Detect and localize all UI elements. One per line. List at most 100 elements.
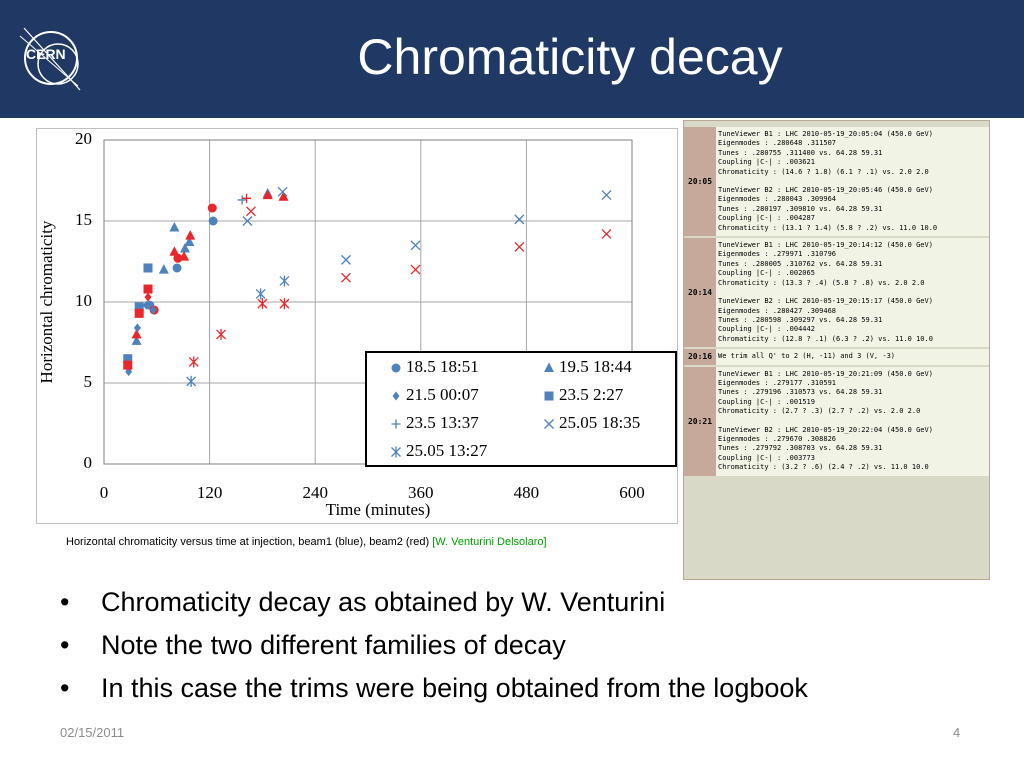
x-tick-label: 600 (619, 483, 645, 502)
marker (601, 190, 612, 201)
x-tick-label: 480 (514, 483, 540, 502)
logbook-line: TuneViewer B1 : LHC 2010-05-19_20:14:12 … (718, 241, 933, 250)
y-tick-label: 5 (84, 372, 93, 391)
marker (169, 221, 180, 232)
marker (188, 356, 199, 368)
logo: CERN (19, 27, 81, 91)
logbook-row: 20:21 TuneViewer B1 : LHC 2010-05-19_20:2… (684, 366, 989, 476)
marker (144, 292, 152, 302)
marker (262, 189, 273, 200)
marker (143, 284, 153, 294)
marker (131, 328, 142, 339)
logbook-line: Eigenmodes : .280648 .311507 (718, 139, 837, 148)
bullet: In this case the trims were being obtain… (60, 668, 808, 711)
legend-marker (544, 391, 554, 401)
caption-text: Horizontal chromaticity versus time at i… (66, 536, 433, 548)
logbook-line: Coupling |C-| : .003773 (718, 453, 815, 462)
y-tick-label: 15 (75, 210, 92, 229)
logbook-time: 20:14 (687, 288, 713, 298)
marker (149, 305, 157, 315)
marker (134, 302, 144, 312)
legend-label: 23.5 13:37 (406, 413, 479, 432)
legend-marker (391, 419, 401, 429)
logbook-block: TuneViewer B2 : LHC 2010-05-19_20:15:17 … (718, 297, 987, 344)
marker (277, 186, 288, 197)
logbook-line: Eigenmodes : .279971 .310796 (718, 250, 837, 259)
logbook-line: Coupling |C-| : .001519 (718, 397, 815, 406)
marker (278, 191, 289, 201)
logbook-block: TuneViewer B1 : LHC 2010-05-19_20:14:12 … (718, 241, 987, 288)
legend-marker (391, 363, 401, 373)
logbook-time: 20:21 (687, 416, 713, 426)
y-tick-label: 20 (75, 129, 92, 148)
marker (341, 254, 351, 265)
logbook-line: TuneViewer B1 : LHC 2010-05-19_20:21:09 … (718, 369, 933, 378)
logbook-row: 20:16 We trim all Q' to 2 (H, -11) and 3 … (684, 349, 989, 365)
logbook-line: Eigenmodes : .280043 .309964 (718, 195, 837, 204)
logbook-line: TuneViewer B2 : LHC 2010-05-19_20:15:17 … (718, 297, 933, 306)
marker (514, 214, 525, 225)
bullet: Chromaticity decay as obtained by W. Ven… (60, 582, 808, 625)
marker (185, 230, 196, 240)
logbook-block: TuneViewer B1 : LHC 2010-05-19_20:05:04 … (718, 130, 987, 177)
logbook-entry: TuneViewer B1 : LHC 2010-05-19_20:05:04 … (716, 127, 989, 237)
marker (207, 203, 217, 213)
legend-marker (544, 419, 554, 429)
page-number: 4 (953, 725, 961, 740)
x-tick-label: 360 (408, 483, 434, 502)
marker (237, 195, 247, 205)
logbook-line: Eigenmodes : .280427 .309468 (718, 306, 837, 315)
marker (179, 243, 190, 253)
marker (208, 216, 218, 226)
marker (242, 193, 252, 203)
bullet: Note the two different families of decay (60, 625, 808, 668)
logbook-line: Chromaticity : (3.2 ? .6) (2.4 ? .2) vs.… (718, 463, 929, 472)
marker (123, 360, 133, 370)
logbook-line: Tunes : .279196 .310573 vs. 64.28 59.31 (718, 388, 883, 397)
marker (257, 298, 268, 310)
y-tick-label: 10 (75, 291, 92, 310)
marker (143, 263, 153, 273)
logbook-time: 20:05 (687, 177, 713, 187)
legend-label: 18.5 18:51 (406, 357, 479, 376)
logbook-line: Chromaticity : (13.1 ? 1.4) (5.8 ? .2) v… (718, 223, 938, 232)
slide-title: Chromaticity decay (357, 29, 783, 85)
marker (186, 375, 197, 387)
marker (172, 263, 182, 273)
logbook-line: We trim all Q' to 2 (H, -11) and 3 (V, -… (718, 352, 896, 361)
legend-marker (544, 362, 554, 372)
logbook-block: TuneViewer B2 : LHC 2010-05-19_20:22:04 … (718, 426, 987, 473)
logbook-row: 20:14 TuneViewer B1 : LHC 2010-05-19_20:1… (684, 238, 989, 348)
marker (179, 251, 190, 261)
logbook-line: Chromaticity : (13.3 ? .4) (5.8 ? .8) vs… (718, 278, 925, 287)
marker (514, 241, 525, 252)
logbook-line: TuneViewer B1 : LHC 2010-05-19_20:05:04 … (718, 130, 933, 138)
marker (279, 275, 290, 287)
logbook-line: Chromaticity : (14.6 ? 1.8) (6.1 ? .1) v… (718, 167, 929, 176)
logbook-time: 20:16 (687, 352, 713, 362)
logbook-line: Eigenmodes : .279670 .308826 (718, 434, 837, 443)
logbook-block: TuneViewer B1 : LHC 2010-05-19_20:21:09 … (718, 370, 987, 417)
x-axis-title: Time (minutes) (326, 500, 431, 519)
logbook-line: Tunes : .280598 .309297 vs. 64.28 59.31 (718, 315, 883, 324)
logbook-line: Tunes : .280755 .311400 vs. 64.28 59.31 (718, 148, 883, 157)
marker (242, 216, 253, 226)
marker (134, 308, 144, 318)
marker (601, 229, 612, 239)
marker (341, 272, 351, 283)
legend-label: 21.5 00:07 (406, 385, 479, 404)
chart: 0 5 10 15 20 0 120 240 360 480 600 Time (minutes) Ho… (36, 128, 678, 524)
y-tick-label: 0 (84, 453, 93, 472)
legend-label: 25.05 18:35 (559, 413, 640, 432)
y-axis-title: Horizontal chromaticity (37, 220, 56, 383)
logo-text: CERN (26, 46, 66, 62)
logbook-line: Chromaticity : (2.7 ? .3) (2.7 ? .2) vs.… (718, 407, 921, 416)
marker (246, 206, 256, 217)
legend-label: 25.05 13:27 (406, 441, 488, 460)
logbook-line: Coupling |C-| : .003621 (718, 158, 815, 167)
logbook-block: TuneViewer B2 : LHC 2010-05-19_20:05:46 … (718, 186, 987, 233)
legend-box (365, 351, 677, 467)
logbook-line: Tunes : .279792 .308703 vs. 64.28 59.31 (718, 444, 883, 453)
legend-marker (391, 446, 401, 458)
